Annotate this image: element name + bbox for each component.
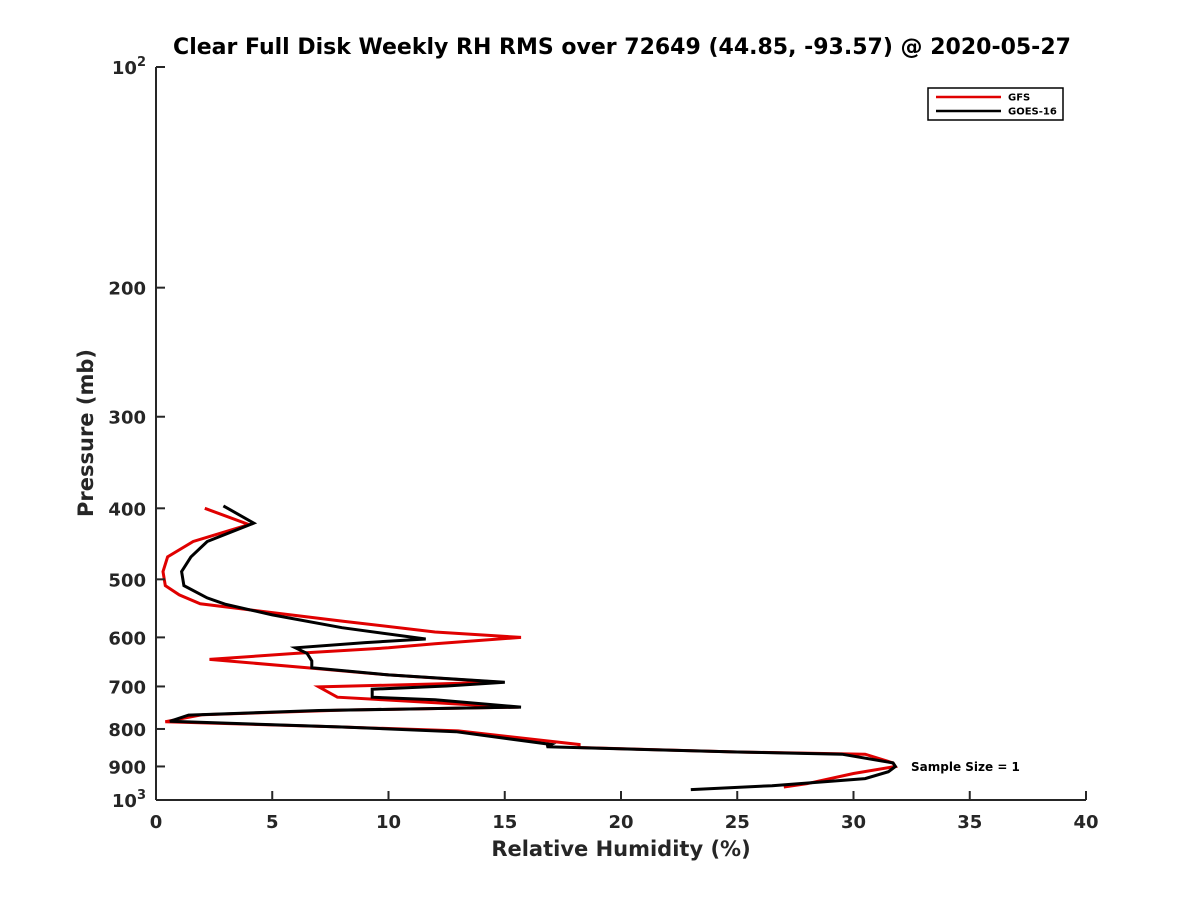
x-tick-label: 25 <box>725 812 750 833</box>
x-tick-label: 30 <box>841 812 866 833</box>
y-axis-label: Pressure (mb) <box>74 349 98 517</box>
legend-label-goes-16: GOES-16 <box>1008 107 1057 118</box>
axes <box>155 67 1086 801</box>
plot-lines <box>161 504 898 792</box>
x-tick-label: 35 <box>957 812 982 833</box>
x-tick-label: 40 <box>1073 812 1098 833</box>
y-tick-label: 800 <box>108 720 146 741</box>
y-tick-label: 700 <box>108 677 146 698</box>
legend-label-gfs: GFS <box>1008 93 1030 104</box>
x-axis-label: Relative Humidity (%) <box>491 837 750 861</box>
y-tick-label: 102 <box>112 55 146 79</box>
x-tick-label: 0 <box>150 812 163 833</box>
x-tick-label: 5 <box>266 812 279 833</box>
x-ticks: 0 5 10 15 20 25 30 35 40 <box>150 791 1099 833</box>
sample-size-annotation: Sample Size = 1 <box>911 760 1020 774</box>
y-tick-label: 200 <box>108 279 146 300</box>
y-tick-label: 500 <box>108 570 146 591</box>
y-tick-label: 900 <box>108 757 146 778</box>
y-tick-label: 300 <box>108 408 146 429</box>
x-tick-label: 15 <box>492 812 517 833</box>
y-ticks: 102 200 300 400 500 600 700 800 900 103 <box>108 55 165 812</box>
series-line-gfs <box>161 506 898 789</box>
y-tick-label: 600 <box>108 628 146 649</box>
x-tick-label: 10 <box>376 812 401 833</box>
legend-box <box>927 87 1064 121</box>
y-tick-label: 400 <box>108 499 146 520</box>
y-tick-label: 103 <box>112 788 146 812</box>
series-line-goes-16 <box>169 504 898 792</box>
legend: GFS GOES-16 <box>927 87 1064 121</box>
x-tick-label: 20 <box>608 812 633 833</box>
chart-title: Clear Full Disk Weekly RH RMS over 72649… <box>173 35 1071 60</box>
